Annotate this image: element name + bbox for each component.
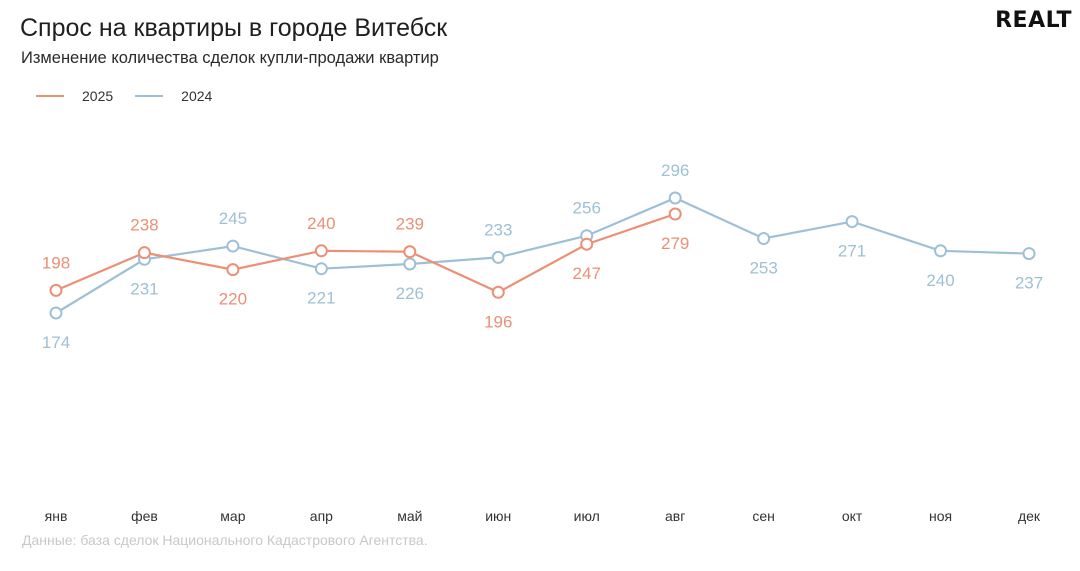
data-point-2025 — [137, 246, 151, 260]
data-label-2024: 240 — [926, 271, 954, 290]
data-point-2025 — [314, 244, 328, 258]
data-point-2025 — [226, 263, 240, 277]
chart-title: Спрос на квартиры в городе Витебск — [20, 14, 448, 42]
data-label-2025: 247 — [573, 264, 601, 283]
data-point-2025 — [49, 283, 63, 297]
data-label-2025: 240 — [307, 214, 335, 233]
series-line-2024 — [55, 196, 1030, 314]
data-point-2024 — [491, 250, 505, 264]
data-point-2024 — [668, 191, 682, 205]
data-point-2024 — [314, 262, 328, 276]
data-point-2025 — [403, 245, 417, 259]
data-point-2025 — [491, 285, 505, 299]
legend-label-2024: 2024 — [181, 88, 213, 104]
data-label-2024: 221 — [307, 289, 335, 308]
x-tick-label: авг — [665, 508, 685, 524]
data-source-note: Данные: база сделок Национального Кадаст… — [22, 532, 428, 548]
legend-swatch-2025 — [36, 95, 64, 97]
x-tick-label: дек — [1018, 508, 1041, 524]
data-label-2024: 237 — [1015, 274, 1043, 293]
data-label-2025: 220 — [219, 290, 247, 309]
data-point-2024 — [757, 232, 771, 246]
data-label-2025: 279 — [661, 234, 689, 253]
x-tick-label: июн — [485, 508, 511, 524]
data-label-2024: 245 — [219, 209, 247, 228]
data-point-2024 — [845, 215, 859, 229]
series-line-2025 — [55, 212, 676, 294]
data-label-2024: 256 — [573, 199, 601, 218]
x-tick-label: ноя — [929, 508, 952, 524]
data-point-2025 — [668, 207, 682, 221]
data-label-2024: 174 — [42, 333, 70, 352]
data-label-2025: 239 — [396, 215, 424, 234]
realt-logo: REALT — [995, 8, 1072, 33]
data-label-2024: 231 — [130, 279, 158, 298]
data-point-2024 — [49, 306, 63, 320]
data-point-2024 — [1022, 247, 1036, 261]
legend-item-2025: 2025 — [36, 88, 113, 104]
x-tick-label: мар — [220, 508, 245, 524]
data-label-2025: 238 — [130, 216, 158, 235]
x-tick-label: июл — [574, 508, 600, 524]
data-label-2025: 196 — [484, 312, 512, 331]
data-point-2024 — [226, 239, 240, 253]
x-tick-label: май — [397, 508, 422, 524]
legend: 2025 2024 — [36, 88, 234, 104]
x-tick-label: фев — [131, 508, 158, 524]
x-tick-label: окт — [842, 508, 863, 524]
legend-item-2024: 2024 — [135, 88, 212, 104]
data-point-2025 — [580, 237, 594, 251]
data-label-2024: 296 — [661, 161, 689, 180]
data-point-2024 — [934, 244, 948, 258]
data-label-2024: 226 — [396, 284, 424, 303]
data-label-2024: 253 — [749, 259, 777, 278]
x-tick-label: апр — [310, 508, 333, 524]
legend-label-2025: 2025 — [82, 88, 114, 104]
x-tick-label: сен — [752, 508, 775, 524]
data-label-2024: 233 — [484, 220, 512, 239]
chart-subtitle: Изменение количества сделок купли-продаж… — [21, 49, 439, 67]
data-label-2025: 198 — [42, 253, 70, 272]
legend-swatch-2024 — [135, 95, 164, 97]
data-label-2024: 271 — [838, 242, 866, 261]
x-tick-label: янв — [45, 508, 68, 524]
data-point-2024 — [403, 257, 417, 271]
